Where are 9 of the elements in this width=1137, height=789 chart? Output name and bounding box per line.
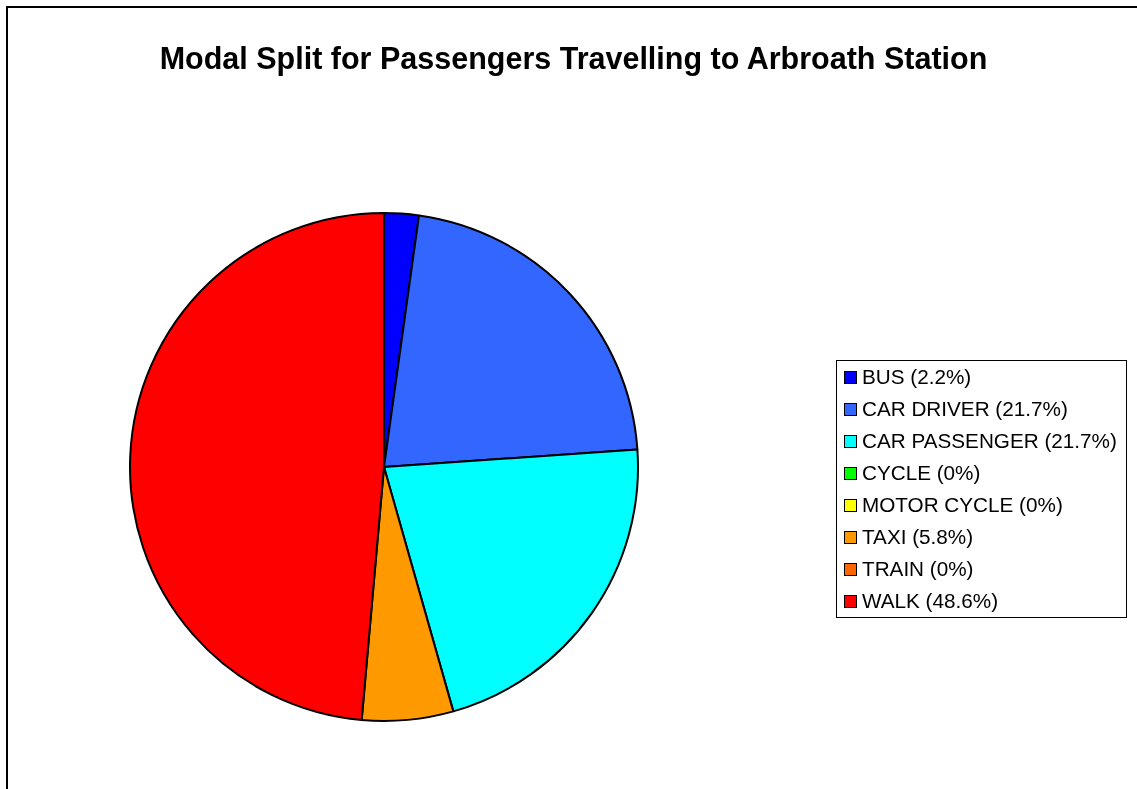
legend-label: WALK (48.6%)	[862, 588, 999, 614]
legend-label: BUS (2.2%)	[862, 364, 972, 390]
legend-label: TAXI (5.8%)	[862, 524, 974, 550]
legend-label: TRAIN (0%)	[862, 556, 974, 582]
legend-label: CAR PASSENGER (21.7%)	[862, 428, 1117, 454]
legend-label: CAR DRIVER (21.7%)	[862, 396, 1068, 422]
legend-label: MOTOR CYCLE (0%)	[862, 492, 1063, 518]
chart-title: Modal Split for Passengers Travelling to Arbroath Station	[158, 40, 989, 76]
legend-label: CYCLE (0%)	[862, 460, 981, 486]
